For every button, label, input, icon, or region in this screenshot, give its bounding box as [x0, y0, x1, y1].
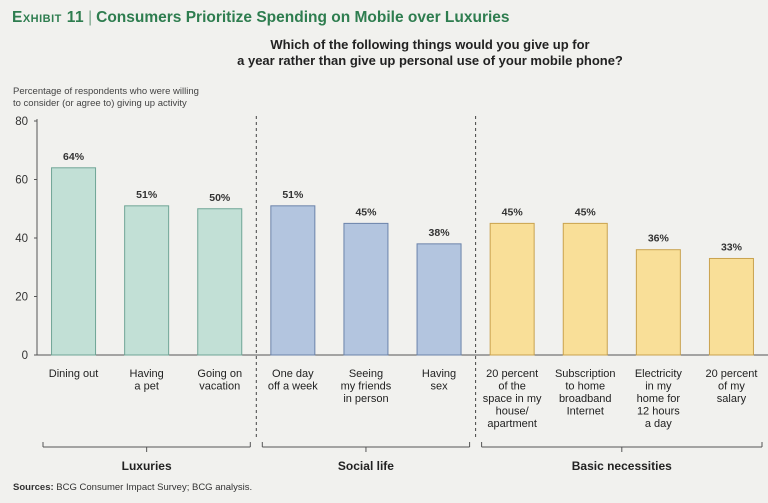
category-label: in my — [645, 381, 672, 393]
category-label: of my — [718, 381, 745, 393]
category-label: off a week — [268, 381, 318, 393]
y-tick-label: 60 — [15, 175, 28, 187]
category-label: in person — [343, 393, 388, 405]
bar-value-label: 38% — [429, 227, 451, 239]
category-label: salary — [717, 393, 747, 405]
y-axis-note: Percentage of respondents who were willi… — [13, 86, 199, 110]
bar — [708, 257, 754, 356]
bar-value-label: 50% — [209, 192, 231, 204]
category-label: house/ — [496, 406, 530, 418]
bar — [635, 249, 681, 356]
category-label: space in my — [483, 393, 542, 405]
bar-value-label: 45% — [502, 206, 524, 218]
group-label: Luxuries — [122, 459, 172, 473]
category-label: sex — [430, 381, 448, 393]
category-label: home for — [637, 393, 681, 405]
y-tick-label: 0 — [22, 350, 28, 362]
y-axis-note-line-1: Percentage of respondents who were willi… — [13, 86, 199, 97]
bar — [197, 208, 243, 356]
category-label: Going on — [197, 368, 242, 380]
group-label: Social life — [338, 459, 394, 473]
category-label: a pet — [134, 381, 158, 393]
chart-question: Which of the following things would you … — [150, 37, 710, 69]
category-label: One day — [272, 368, 314, 380]
bar — [124, 205, 170, 356]
source-text: BCG Consumer Impact Survey; BCG analysis… — [56, 482, 253, 493]
group-label: Basic necessities — [572, 459, 672, 473]
bar-value-label: 51% — [282, 189, 304, 201]
exhibit-header: Exhibit 11 | Consumers Prioritize Spending… — [12, 9, 510, 27]
question-line-2: a year rather than give up personal use … — [237, 53, 623, 68]
exhibit-label: Exhibit 11 — [12, 9, 85, 26]
category-label: 20 percent — [486, 368, 538, 380]
bar — [562, 222, 608, 356]
bar — [416, 243, 462, 356]
category-label: Internet — [567, 406, 604, 418]
category-label: Subscription — [555, 368, 616, 380]
source-label: Sources: — [13, 482, 54, 493]
bar-value-label: 36% — [648, 233, 670, 245]
category-label: vacation — [199, 381, 240, 393]
y-axis-note-line-2: to consider (or agree to) giving up acti… — [13, 98, 187, 109]
source-note: Sources: BCG Consumer Impact Survey; BCG… — [13, 482, 252, 493]
y-tick-label: 20 — [15, 292, 28, 304]
bar-value-label: 45% — [355, 206, 377, 218]
category-label: to home — [565, 381, 605, 393]
y-tick-label: 80 — [15, 116, 28, 128]
bar-value-label: 33% — [721, 241, 743, 253]
exhibit-title: Consumers Prioritize Spending on Mobile … — [96, 9, 510, 26]
category-label: Having — [130, 368, 164, 380]
category-label: a day — [645, 418, 672, 430]
exhibit-separator: | — [88, 9, 93, 26]
category-label: of the — [498, 381, 526, 393]
bar — [489, 222, 535, 356]
question-line-1: Which of the following things would you … — [270, 37, 590, 52]
category-label: 20 percent — [705, 368, 757, 380]
bar-value-label: 64% — [63, 151, 85, 163]
category-label: broadband — [559, 393, 612, 405]
bar — [343, 222, 389, 356]
bar — [270, 205, 316, 356]
category-label: Seeing — [349, 368, 383, 380]
category-label: apartment — [487, 418, 537, 430]
category-label: 12 hours — [637, 406, 680, 418]
category-label: Electricity — [635, 368, 683, 380]
bar-value-label: 45% — [575, 206, 597, 218]
bar — [51, 167, 97, 356]
bar-value-label: 51% — [136, 189, 158, 201]
category-label: Dining out — [49, 368, 99, 380]
y-tick-label: 40 — [15, 233, 28, 245]
category-label: my friends — [341, 381, 392, 393]
category-label: Having — [422, 368, 456, 380]
